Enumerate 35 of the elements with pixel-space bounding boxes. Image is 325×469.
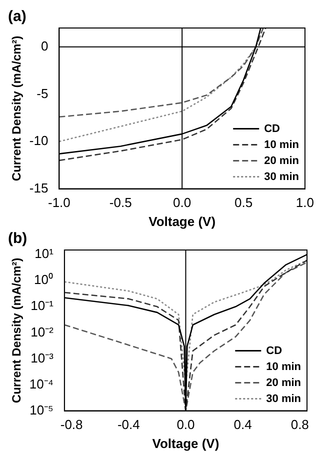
- legend-label: 20 min: [266, 376, 302, 389]
- x-tick-label: 0.5: [234, 195, 253, 210]
- y-tick-label: 10¹: [34, 246, 54, 262]
- x-tick-label: -0.8: [60, 417, 83, 432]
- x-tick-label: 0.0: [173, 195, 192, 210]
- legend-label: CD: [266, 344, 282, 357]
- y-tick-label: -15: [29, 180, 48, 196]
- y-axis-title: Current Density (mA/cm²): [10, 258, 24, 404]
- legend-label: 30 min: [264, 170, 300, 183]
- x-tick-label: -1.0: [48, 195, 70, 210]
- legend-label: 10 min: [266, 360, 302, 373]
- legend-label: 10 min: [264, 138, 300, 151]
- y-tick-label: 10⁻⁵: [30, 402, 54, 418]
- y-tick-label: 10⁻⁴: [29, 376, 54, 392]
- x-tick-label: 1.0: [296, 195, 314, 210]
- y-axis-title: Current Density (mA/cm²): [10, 36, 24, 182]
- x-tick-label: -0.5: [109, 195, 132, 210]
- chart-title: (a): [8, 8, 26, 26]
- y-tick-label: 10⁻³: [30, 350, 54, 366]
- x-tick-label: 0.4: [234, 417, 252, 432]
- x-axis-title: Voltage (V): [148, 214, 216, 229]
- y-tick-label: 10⁰: [34, 272, 54, 288]
- legend-label: 30 min: [266, 392, 302, 405]
- y-tick-label: -10: [29, 133, 48, 148]
- y-tick-label: -5: [36, 86, 48, 101]
- y-tick-label: 0: [40, 38, 48, 54]
- legend-label: 20 min: [264, 154, 300, 167]
- x-tick-label: 0.8: [290, 417, 309, 432]
- chart-title: (b): [8, 230, 28, 248]
- y-tick-label: 10⁻²: [30, 324, 54, 340]
- y-tick-label: 10⁻¹: [30, 298, 54, 314]
- legend-label: CD: [264, 122, 280, 135]
- x-tick-label: 0.0: [176, 417, 195, 432]
- x-tick-label: -0.4: [117, 417, 140, 432]
- x-axis-title: Voltage (V): [152, 436, 220, 451]
